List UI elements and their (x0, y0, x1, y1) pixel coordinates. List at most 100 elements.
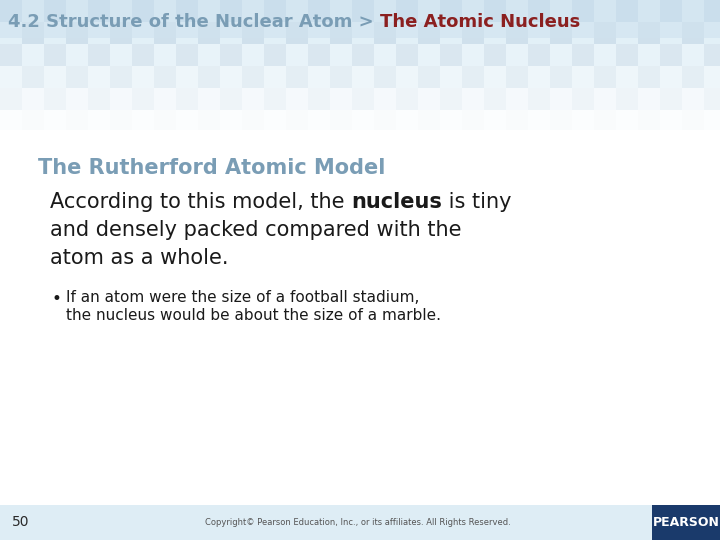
Text: 50: 50 (12, 516, 30, 530)
Bar (660, 110, 682, 132)
Bar (286, 132, 308, 154)
Bar (462, 44, 484, 66)
Bar (418, 66, 440, 88)
Bar (66, 66, 88, 88)
Bar (220, 44, 242, 66)
Bar (462, 88, 484, 110)
Bar (0, 22, 22, 44)
Bar (308, 44, 330, 66)
Bar (440, 132, 462, 154)
Bar (330, 44, 352, 66)
Bar (88, 88, 110, 110)
Bar (308, 66, 330, 88)
Bar (638, 22, 660, 44)
Bar (352, 88, 374, 110)
Bar (308, 0, 330, 22)
Bar (242, 0, 264, 22)
Bar (286, 0, 308, 22)
Bar (660, 88, 682, 110)
Bar (286, 22, 308, 44)
Bar (352, 22, 374, 44)
Bar (660, 66, 682, 88)
Bar (66, 44, 88, 66)
Bar (66, 22, 88, 44)
Bar (550, 110, 572, 132)
Bar (176, 22, 198, 44)
Bar (682, 22, 704, 44)
Bar (242, 44, 264, 66)
Bar (374, 110, 396, 132)
Bar (616, 66, 638, 88)
Bar (440, 22, 462, 44)
Bar (652, 505, 720, 540)
Bar (264, 88, 286, 110)
Bar (132, 66, 154, 88)
Text: The Rutherford Atomic Model: The Rutherford Atomic Model (38, 158, 385, 178)
Bar (704, 0, 720, 22)
Bar (110, 22, 132, 44)
Bar (528, 88, 550, 110)
Bar (682, 132, 704, 154)
Bar (484, 88, 506, 110)
Bar (396, 132, 418, 154)
Bar (462, 22, 484, 44)
Bar (374, 22, 396, 44)
Bar (286, 44, 308, 66)
Text: the nucleus would be about the size of a marble.: the nucleus would be about the size of a… (66, 308, 441, 323)
Bar (396, 88, 418, 110)
Bar (22, 132, 44, 154)
Bar (352, 66, 374, 88)
Bar (242, 110, 264, 132)
Bar (220, 0, 242, 22)
Bar (22, 22, 44, 44)
Bar (418, 132, 440, 154)
Bar (396, 66, 418, 88)
Bar (594, 110, 616, 132)
Bar (418, 0, 440, 22)
Bar (616, 132, 638, 154)
Bar (572, 88, 594, 110)
Bar (352, 0, 374, 22)
Bar (616, 0, 638, 22)
Bar (660, 44, 682, 66)
Bar (198, 88, 220, 110)
Bar (528, 110, 550, 132)
Bar (88, 66, 110, 88)
Bar (616, 88, 638, 110)
Bar (176, 44, 198, 66)
Bar (154, 0, 176, 22)
Bar (132, 44, 154, 66)
Bar (572, 44, 594, 66)
Bar (418, 110, 440, 132)
Bar (132, 88, 154, 110)
Bar (66, 132, 88, 154)
Bar (154, 44, 176, 66)
Bar (44, 22, 66, 44)
Bar (154, 110, 176, 132)
Bar (506, 132, 528, 154)
Bar (110, 132, 132, 154)
Bar (0, 88, 22, 110)
Bar (88, 22, 110, 44)
Bar (484, 22, 506, 44)
Bar (352, 132, 374, 154)
Bar (220, 22, 242, 44)
Bar (572, 22, 594, 44)
Bar (66, 0, 88, 22)
Bar (484, 132, 506, 154)
Bar (638, 88, 660, 110)
Bar (0, 130, 720, 505)
Bar (154, 22, 176, 44)
Bar (220, 66, 242, 88)
Bar (44, 132, 66, 154)
Bar (660, 22, 682, 44)
Bar (660, 132, 682, 154)
Bar (22, 88, 44, 110)
Bar (440, 66, 462, 88)
Bar (528, 0, 550, 22)
Bar (440, 88, 462, 110)
Bar (154, 132, 176, 154)
Bar (330, 88, 352, 110)
Bar (660, 0, 682, 22)
Bar (528, 66, 550, 88)
